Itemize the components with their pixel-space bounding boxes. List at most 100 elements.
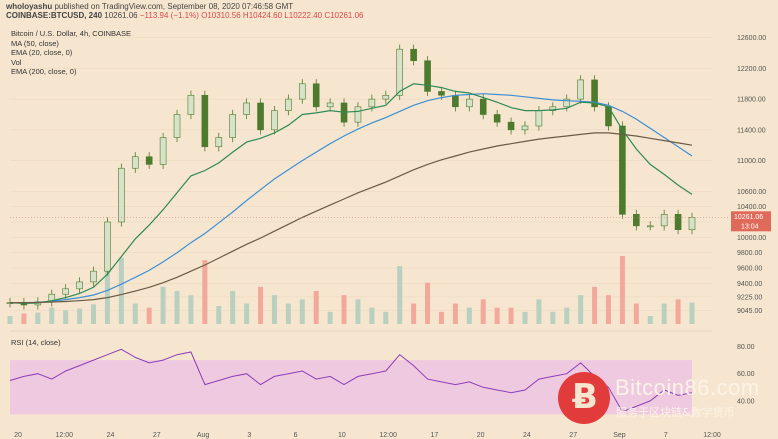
candle-body: [410, 48, 417, 62]
symbol: COINBASE:BTCUSD, 240: [6, 11, 103, 20]
volume-bar: [63, 310, 69, 324]
candle-body: [619, 125, 626, 215]
time-tick: 20: [14, 432, 22, 439]
volume-bar: [550, 311, 556, 324]
time-axis: 20 12:00 24 27 Aug 3 6 10 12:00 17 20 24 27 Sep 7 12:00: [14, 432, 721, 439]
candle-body: [535, 110, 543, 127]
volume-bar: [230, 291, 236, 324]
price-tick: 9400.00: [737, 281, 762, 288]
legend-ema20: EMA (20, close, 0): [11, 48, 73, 58]
candle-body: [118, 167, 125, 223]
time-tick: 24: [107, 432, 115, 439]
time-tick: 17: [431, 432, 439, 439]
volume-bar: [675, 299, 681, 324]
time-tick: 12:00: [703, 432, 721, 439]
candle-body: [549, 106, 557, 111]
candle-body: [507, 121, 515, 131]
time-tick: 12:00: [56, 432, 74, 439]
candle-body: [215, 137, 223, 148]
volume-bar: [578, 295, 584, 324]
author-name: wholoyashu: [6, 2, 53, 11]
volume-bar: [271, 295, 277, 324]
candle-body: [298, 83, 306, 100]
volume-bar: [104, 262, 110, 324]
candle-body: [660, 214, 668, 227]
volume-bar: [258, 286, 264, 324]
volume-bar: [216, 306, 222, 324]
volume-bar: [146, 307, 152, 324]
time-tick: Aug: [197, 432, 210, 439]
candle-body: [354, 106, 362, 123]
candle-body: [187, 94, 195, 115]
volume-bar: [327, 311, 333, 324]
volume-bar: [174, 291, 180, 324]
volume-bar: [188, 295, 194, 324]
volume-bar: [118, 257, 124, 324]
time-tick: Sep: [613, 432, 626, 439]
rsi-tick: 60.00: [737, 371, 755, 378]
volume-bar: [633, 303, 639, 324]
volume-bar: [313, 291, 319, 324]
indicator-line: [10, 93, 693, 304]
publish-info: wholoyashu published on TradingView.com,…: [6, 2, 293, 11]
rsi-line: [9, 348, 693, 413]
candle-body: [131, 156, 139, 169]
price-tick: 11400.00: [737, 127, 766, 134]
ohlc-values: O10310.56 H10424.60 L10222.40 C10261.06: [201, 11, 364, 20]
volume-bar: [285, 303, 291, 324]
indicator-legend: Bitcoin / U.S. Dollar, 4h, COINBASE MA (…: [11, 29, 131, 77]
volume-bar: [49, 307, 55, 324]
current-price-tag: [731, 211, 771, 232]
volume-bar: [605, 295, 611, 324]
watermark-subtitle: 服务于区块链&数字货币: [616, 406, 735, 419]
candle-body: [104, 221, 111, 272]
rsi-tick: 80.00: [737, 344, 755, 351]
time-tick: 7: [664, 432, 668, 439]
price-tick: 12600.00: [737, 35, 766, 42]
candle-body: [159, 137, 167, 165]
candle-body: [229, 114, 236, 138]
candle-body: [201, 94, 209, 148]
price-tick: 10600.00: [737, 189, 766, 196]
price-tick: 12200.00: [737, 66, 766, 73]
volume-bar: [132, 303, 138, 324]
countdown-label: 13:04: [741, 223, 759, 230]
volume-bar: [202, 260, 208, 324]
price-tick: 11800.00: [737, 97, 766, 104]
candle-body: [563, 98, 571, 108]
candle-body: [452, 94, 459, 108]
volume-bar: [397, 266, 403, 324]
volume-bar: [494, 307, 500, 324]
candle-body: [145, 156, 153, 165]
time-tick: 27: [569, 432, 577, 439]
legend-ema200: EMA (200, close, 0): [11, 67, 77, 77]
candle-body: [382, 94, 390, 100]
candle-body: [424, 60, 431, 92]
volume-bar: [619, 256, 625, 324]
candle-body: [591, 79, 598, 108]
legend-title: Bitcoin / U.S. Dollar, 4h, COINBASE: [11, 29, 132, 38]
volume-bar: [299, 299, 305, 324]
candle-body: [368, 98, 376, 108]
volume-bar: [466, 307, 472, 324]
candle-body: [76, 281, 83, 290]
volume-bar: [438, 311, 444, 324]
volume-bar: [647, 316, 653, 324]
volume-bar: [411, 303, 417, 324]
candle-body: [257, 102, 264, 131]
volume-bars: [7, 256, 695, 324]
volume-bar: [244, 303, 250, 324]
candle-body: [326, 102, 334, 108]
legend-ma50: MA (50, close): [11, 38, 59, 48]
volume-bar: [35, 312, 41, 324]
price-tick: 9045.00: [737, 308, 762, 315]
publish-date: published on TradingView.com, September …: [52, 2, 294, 11]
candle-body: [312, 83, 320, 108]
time-tick: 12:00: [379, 432, 397, 439]
candle-body: [493, 114, 501, 123]
price-axis: 12600.00 12200.00 11800.00 11400.00 11000.00…: [10, 35, 771, 315]
price-tick: 9600.00: [737, 266, 762, 273]
volume-bar: [452, 303, 458, 324]
volume-bar: [564, 307, 570, 324]
